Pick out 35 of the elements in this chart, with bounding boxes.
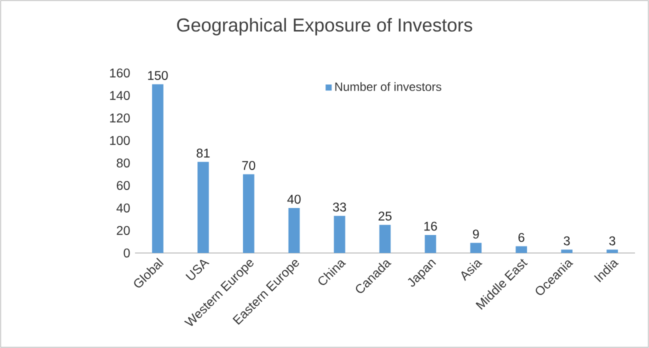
bar bbox=[561, 250, 572, 253]
legend-label: Number of investors bbox=[335, 82, 442, 92]
data-label: 70 bbox=[242, 161, 256, 170]
bar bbox=[379, 224, 391, 253]
y-tick-label: 120 bbox=[110, 114, 130, 122]
y-tick-label: 80 bbox=[116, 158, 130, 168]
data-label: 9 bbox=[472, 230, 479, 239]
bar bbox=[152, 84, 164, 253]
y-tick-label: 0 bbox=[124, 248, 130, 258]
bar bbox=[242, 174, 254, 253]
bar bbox=[198, 162, 209, 253]
y-tick-label: 160 bbox=[110, 68, 130, 78]
data-label: 3 bbox=[609, 236, 616, 246]
bar bbox=[516, 246, 528, 253]
y-tick-label: 20 bbox=[116, 226, 130, 235]
data-label: 40 bbox=[287, 194, 301, 204]
y-tick-label: 40 bbox=[116, 204, 130, 212]
data-label: 3 bbox=[564, 236, 570, 246]
data-label: 33 bbox=[332, 202, 346, 212]
data-label: 81 bbox=[196, 148, 210, 158]
y-tick-label: 60 bbox=[116, 181, 130, 190]
bar bbox=[606, 250, 618, 253]
bar bbox=[288, 208, 300, 253]
data-label: 150 bbox=[148, 71, 168, 80]
y-tick-label: 100 bbox=[110, 136, 130, 145]
data-label: 6 bbox=[518, 233, 524, 242]
chart-title: Geographical Exposure of Investors bbox=[177, 18, 472, 36]
data-label: 25 bbox=[378, 212, 392, 221]
data-label: 16 bbox=[424, 222, 437, 231]
bar bbox=[470, 242, 482, 253]
bar bbox=[424, 234, 436, 253]
bar bbox=[334, 216, 346, 253]
x-tick-label: Asia bbox=[461, 260, 482, 282]
y-tick-label: 140 bbox=[110, 91, 130, 100]
x-tick-label: USA bbox=[186, 260, 210, 280]
